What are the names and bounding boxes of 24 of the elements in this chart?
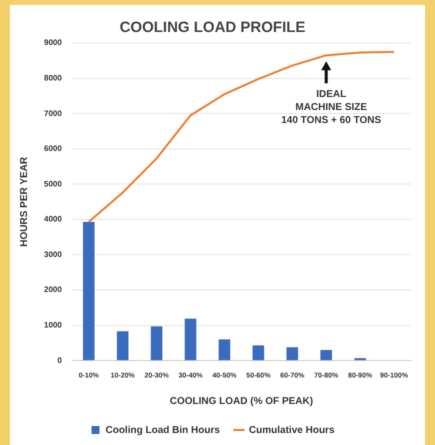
bar bbox=[320, 350, 332, 360]
y-tick-label: 4000 bbox=[44, 214, 62, 224]
y-tick-label: 3000 bbox=[44, 250, 62, 259]
y-tick-label: 7000 bbox=[44, 108, 62, 118]
bar bbox=[150, 326, 162, 360]
y-tick-label: 9000 bbox=[44, 38, 62, 48]
y-tick-label: 5000 bbox=[44, 179, 62, 188]
y-tick-label: 6000 bbox=[44, 144, 62, 154]
bar bbox=[116, 331, 128, 360]
legend-label: Cooling Load Bin Hours bbox=[106, 424, 220, 436]
chart-title: COOLING LOAD PROFILE bbox=[120, 19, 306, 36]
legend-label: Cumulative Hours bbox=[248, 424, 335, 436]
y-axis-title: HOURS PER YEAR bbox=[18, 156, 30, 247]
annotation: IDEAL MACHINE SIZE 140 TONS + 60 TONS bbox=[281, 89, 382, 126]
bar bbox=[184, 318, 196, 360]
x-axis-title: COOLING LOAD (% OF PEAK) bbox=[170, 396, 314, 407]
bar bbox=[218, 339, 230, 360]
bar bbox=[286, 347, 298, 360]
y-tick-label: 8000 bbox=[44, 73, 62, 82]
y-tick-label: 0 bbox=[57, 356, 62, 365]
y-tick-label: 1000 bbox=[44, 320, 62, 330]
bar bbox=[82, 222, 95, 360]
bar bbox=[252, 345, 264, 360]
y-tick-label: 2000 bbox=[44, 285, 62, 294]
